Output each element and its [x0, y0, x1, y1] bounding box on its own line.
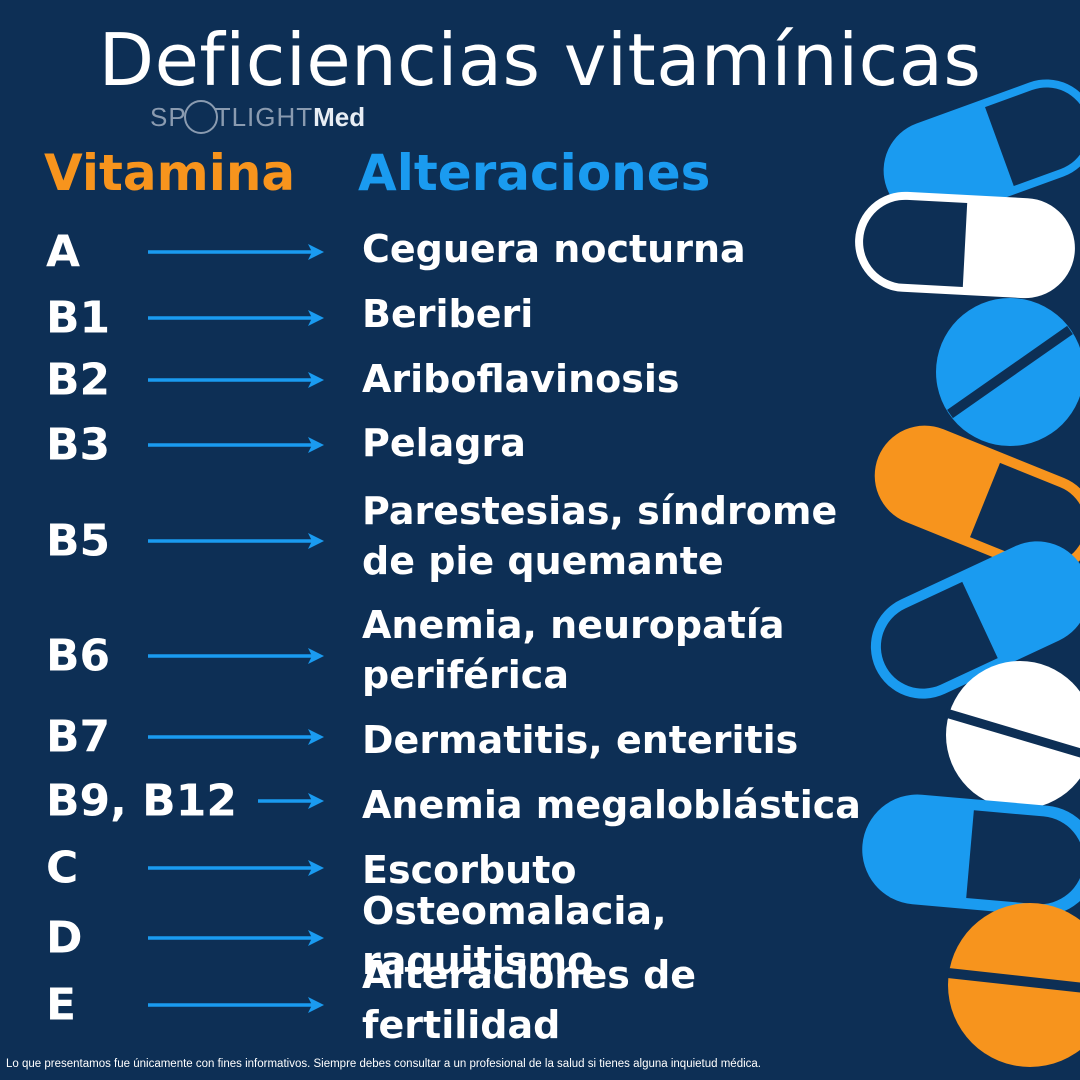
alteration-label: Anemia megaloblástica [362, 783, 861, 827]
vitamin-label: A [46, 226, 81, 278]
disclaimer-text: Lo que presentamos fue únicamente con fi… [6, 1058, 761, 1070]
capsule-blue-icon [870, 541, 1080, 699]
alteration-label: Pelagra [362, 421, 526, 465]
arrow-right-icon [258, 793, 324, 809]
alteration-label: Ariboflavinosis [362, 357, 680, 401]
alteration-label: Osteomalacia, raquitismo [362, 889, 667, 983]
vitamin-label: B3 [46, 419, 111, 471]
header-vitamina: Vitamina [44, 144, 296, 202]
arrow-right-icon [148, 437, 324, 453]
alteration-label: Dermatitis, enteritis [362, 718, 799, 762]
capsule-blue-icon [862, 794, 1080, 916]
spotlight-ring-icon [183, 100, 218, 134]
capsule-white-icon [855, 191, 1075, 299]
spotlightmed-logo: SP TLIGHT Med [150, 100, 365, 134]
capsule-blue-icon [883, 79, 1080, 221]
vitamin-label: B5 [46, 515, 111, 567]
vitamin-label: B1 [46, 292, 111, 344]
vitamin-label: D [46, 912, 83, 964]
logo-text-med: Med [313, 101, 366, 132]
tablet-blue-icon [936, 298, 1080, 446]
capsule-orange-icon [874, 425, 1080, 575]
vitamin-label: C [46, 842, 79, 894]
alteration-label: Beriberi [362, 292, 534, 336]
vitamin-label: B2 [46, 354, 111, 406]
vitamin-label: B9, B12 [46, 775, 237, 827]
logo-text-sp: SP [150, 101, 187, 132]
arrow-right-icon [148, 930, 324, 946]
arrow-right-icon [148, 372, 324, 388]
arrow-right-icon [148, 310, 324, 326]
header-alteraciones: Alteraciones [358, 144, 711, 202]
arrow-right-icon [148, 533, 324, 549]
page-title: Deficiencias vitamínicas [98, 18, 982, 102]
alteration-label: Ceguera nocturna [362, 227, 746, 271]
alteration-label: Escorbuto [362, 848, 577, 892]
vitamin-label: B7 [46, 711, 111, 763]
logo-text-tlight: TLIGHT [214, 101, 314, 132]
tablet-orange-icon [947, 903, 1080, 1067]
vitamin-label: E [46, 979, 77, 1031]
arrow-right-icon [148, 729, 324, 745]
arrow-right-icon [148, 648, 324, 664]
arrow-right-icon [148, 860, 324, 876]
arrow-right-icon [148, 997, 324, 1013]
arrow-right-icon [148, 244, 324, 260]
tablet-white-icon [944, 661, 1080, 809]
alteration-label: Alteraciones de fertilidad [362, 953, 697, 1047]
alteration-label: Anemia, neuropatía periférica [362, 603, 785, 697]
alteration-label: Parestesias, síndrome de pie quemante [362, 489, 838, 583]
vitamin-label: B6 [46, 630, 111, 682]
